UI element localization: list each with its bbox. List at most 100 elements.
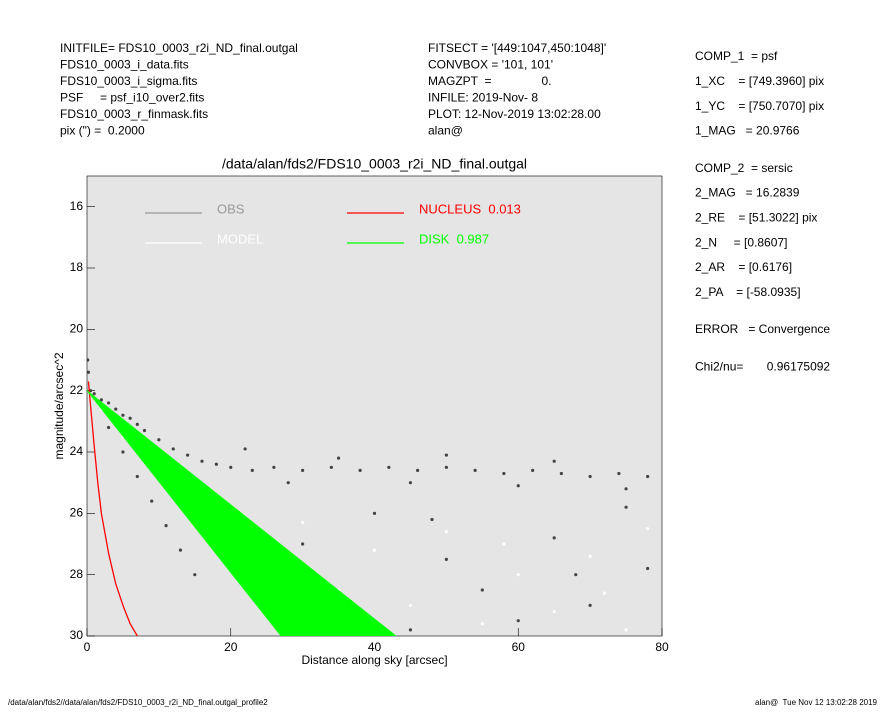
- data-point: [473, 468, 477, 472]
- data-point: [358, 468, 362, 472]
- legend-label: DISK 0.987: [419, 231, 489, 246]
- y-tick-label: 16: [70, 199, 84, 213]
- header-line: pix (") = 0.2000: [60, 124, 145, 138]
- data-point: [301, 468, 305, 472]
- x-tick-label: 40: [368, 640, 382, 654]
- y-axis-label: magnitude/arcsec^2: [52, 352, 66, 459]
- fit-param: COMP_1 = psf: [695, 49, 778, 63]
- data-point: [186, 453, 190, 457]
- data-point: [106, 401, 111, 405]
- data-point: [106, 425, 111, 430]
- data-point: [250, 468, 254, 472]
- data-point: [243, 447, 247, 451]
- data-point: [214, 462, 218, 466]
- data-point: [229, 465, 233, 469]
- data-point: [480, 588, 484, 592]
- data-point: [178, 548, 183, 552]
- y-tick-label: 30: [70, 628, 84, 642]
- data-point: [646, 527, 650, 531]
- footer-left: /data/alan/fds2//data/alan/fds2/FDS10_00…: [8, 698, 268, 707]
- header-line: MAGZPT = 0.: [428, 74, 551, 88]
- header-line: INITFILE= FDS10_0003_r2i_ND_final.outgal: [60, 41, 298, 55]
- data-point: [430, 517, 434, 522]
- data-point: [444, 530, 448, 534]
- header-line: PSF = psf_i10_over2.fits: [60, 91, 204, 105]
- header-line: FITSECT = '[449:1047,450:1048]': [428, 41, 606, 55]
- fit-param: 1_XC = [749.3960] pix: [695, 74, 824, 88]
- data-point: [502, 542, 506, 546]
- profile-band: [87, 390, 397, 636]
- data-point: [142, 428, 147, 433]
- data-point: [588, 474, 592, 479]
- header-line: FDS10_0003_i_sigma.fits: [60, 74, 197, 88]
- fit-param: 2_PA = [-58.0935]: [695, 285, 801, 299]
- data-point: [301, 520, 305, 525]
- data-point: [444, 453, 448, 457]
- data-point: [171, 447, 175, 451]
- data-point: [552, 459, 556, 463]
- data-point: [408, 628, 413, 632]
- y-tick-label: 20: [70, 322, 84, 336]
- data-point: [502, 471, 506, 476]
- y-tick-label: 26: [70, 506, 84, 520]
- plot-layer: [87, 358, 650, 636]
- data-point: [588, 603, 592, 607]
- data-point: [624, 505, 628, 509]
- data-point: [135, 422, 139, 426]
- header-line: FDS10_0003_i_data.fits: [60, 58, 189, 72]
- data-point: [416, 468, 420, 472]
- fit-param: 2_AR = [0.6176]: [695, 260, 792, 274]
- data-point: [617, 471, 621, 476]
- data-point: [135, 474, 139, 479]
- data-point: [200, 459, 204, 463]
- header-line: alan@: [428, 124, 463, 138]
- header-line: PLOT: 12-Nov-2019 13:02:28.00: [428, 107, 601, 121]
- fit-param: COMP_2 = sersic: [695, 161, 793, 175]
- data-point: [372, 511, 377, 515]
- data-point: [87, 358, 90, 362]
- fit-param: Chi2/nu= 0.96175092: [695, 359, 830, 373]
- data-point: [408, 603, 413, 607]
- x-tick-label: 0: [84, 640, 91, 654]
- fit-param: 2_RE = [51.3022] pix: [695, 210, 817, 224]
- data-point: [272, 465, 276, 469]
- data-point: [336, 456, 341, 460]
- data-point: [99, 398, 103, 402]
- data-point: [552, 536, 556, 540]
- data-point: [602, 591, 607, 595]
- footer-right: alan@ Tue Nov 12 13:02:28 2019: [755, 698, 878, 707]
- x-tick-label: 80: [655, 640, 669, 654]
- data-point: [121, 413, 125, 417]
- data-point: [301, 542, 305, 546]
- legend-label: NUCLEUS 0.013: [419, 201, 521, 216]
- data-point: [92, 392, 96, 396]
- header-line: CONVBOX = '101, 101': [428, 58, 553, 72]
- y-tick-label: 22: [70, 383, 84, 397]
- plot-area: [86, 175, 663, 637]
- data-point: [516, 619, 520, 623]
- header-line: FDS10_0003_r_finmask.fits: [60, 107, 208, 121]
- data-point: [387, 465, 391, 469]
- x-tick-label: 60: [512, 640, 526, 654]
- data-point: [128, 416, 132, 420]
- y-tick-label: 18: [70, 260, 84, 274]
- data-point: [480, 622, 484, 626]
- x-tick-label: 20: [224, 640, 238, 654]
- data-point: [193, 573, 197, 577]
- data-point: [286, 481, 290, 485]
- data-point: [150, 499, 154, 503]
- data-point: [559, 471, 563, 476]
- fit-param: 2_MAG = 16.2839: [695, 186, 800, 200]
- data-point: [516, 573, 520, 577]
- data-point: [574, 573, 578, 577]
- data-point: [552, 609, 556, 614]
- data-point: [372, 548, 377, 552]
- data-point: [624, 628, 628, 632]
- legend-label: MODEL: [217, 231, 263, 246]
- data-point: [646, 474, 650, 479]
- profile-line: [87, 381, 138, 636]
- data-point: [164, 524, 168, 528]
- data-point: [531, 468, 535, 472]
- data-point: [408, 481, 413, 485]
